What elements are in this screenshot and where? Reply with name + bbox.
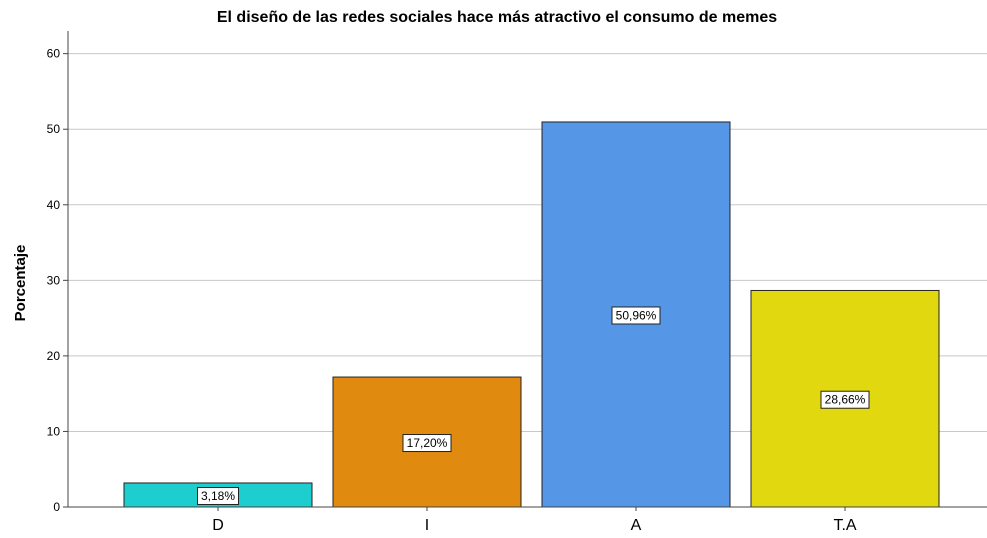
axes: 0 10 20 30 40 50 60 D I A T.A (47, 31, 987, 534)
data-label-box (197, 486, 239, 505)
y-tick-label: 0 (53, 500, 60, 514)
chart-title: El diseño de las redes sociales hace más… (217, 9, 777, 26)
data-label: 50,96% (616, 308, 657, 322)
y-tick-label: 20 (47, 349, 61, 363)
data-labels: 3,18% 17,20% 50,96% 28,66% (197, 306, 870, 505)
data-label-box (402, 434, 452, 453)
x-tick-label: D (212, 517, 224, 534)
y-tick-label: 40 (47, 198, 61, 212)
x-tick-label: T.A (833, 517, 856, 534)
data-label: 3,18% (201, 489, 235, 503)
bars (123, 121, 940, 508)
y-tick-label: 10 (47, 424, 61, 438)
data-label: 28,66% (825, 393, 866, 407)
x-tick-label: A (631, 517, 642, 534)
y-tick-label: 60 (47, 47, 61, 61)
y-tick-label: 30 (47, 273, 61, 287)
data-label: 17,20% (407, 436, 448, 450)
data-label-box (820, 390, 870, 409)
y-tick-label: 50 (47, 122, 61, 136)
y-axis-label: Porcentaje (12, 245, 29, 322)
data-label-box (611, 306, 661, 325)
x-tick-label: I (425, 517, 429, 534)
